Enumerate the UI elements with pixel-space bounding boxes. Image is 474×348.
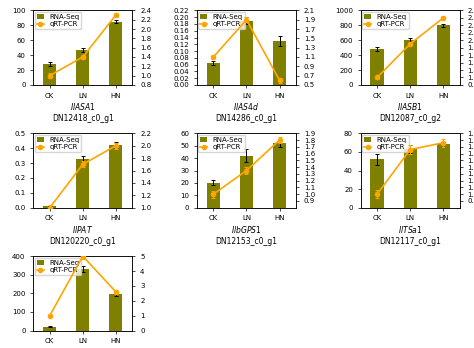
Bar — [207, 63, 220, 85]
Bar — [273, 143, 286, 208]
Bar — [273, 41, 286, 85]
Bar — [371, 49, 384, 85]
Bar — [109, 145, 122, 208]
X-axis label: $\it{IlASB1}$
DN12087_c0_g2: $\it{IlASB1}$ DN12087_c0_g2 — [379, 101, 441, 123]
Bar — [76, 50, 90, 85]
Legend: RNA-Seq, qRT-PCR: RNA-Seq, qRT-PCR — [35, 258, 82, 275]
Bar — [109, 294, 122, 331]
X-axis label: $\it{IlASA1}$
DN12418_c0_g1: $\it{IlASA1}$ DN12418_c0_g1 — [52, 101, 114, 123]
X-axis label: $\it{IlbGPS1}$
DN12153_c0_g1: $\it{IlbGPS1}$ DN12153_c0_g1 — [216, 224, 277, 246]
Bar — [403, 149, 417, 208]
Bar — [43, 64, 56, 85]
Bar — [43, 206, 56, 208]
Bar — [240, 156, 253, 208]
Bar — [76, 159, 90, 208]
X-axis label: $\it{IlPAT}$
DN120220_c0_g1: $\it{IlPAT}$ DN120220_c0_g1 — [49, 224, 116, 246]
Bar — [437, 144, 450, 208]
Bar — [371, 159, 384, 208]
Legend: RNA-Seq, qRT-PCR: RNA-Seq, qRT-PCR — [35, 135, 82, 152]
X-axis label: $\it{IlTSB1}$
DN15826_c0_g1: $\it{IlTSB1}$ DN15826_c0_g1 — [52, 347, 114, 348]
Legend: RNA-Seq, qRT-PCR: RNA-Seq, qRT-PCR — [35, 12, 82, 29]
Bar — [207, 183, 220, 208]
Bar — [437, 25, 450, 85]
Bar — [43, 326, 56, 331]
Legend: RNA-Seq, qRT-PCR: RNA-Seq, qRT-PCR — [362, 12, 409, 29]
Bar — [240, 21, 253, 85]
Bar — [76, 269, 90, 331]
Legend: RNA-Seq, qRT-PCR: RNA-Seq, qRT-PCR — [198, 12, 245, 29]
X-axis label: $\it{IlTSa1}$
DN12117_c0_g1: $\it{IlTSa1}$ DN12117_c0_g1 — [379, 224, 441, 246]
Bar — [109, 22, 122, 85]
Legend: RNA-Seq, qRT-PCR: RNA-Seq, qRT-PCR — [362, 135, 409, 152]
Legend: RNA-Seq, qRT-PCR: RNA-Seq, qRT-PCR — [198, 135, 245, 152]
X-axis label: $\it{IlAS4d}$
DN14286_c0_g1: $\it{IlAS4d}$ DN14286_c0_g1 — [216, 101, 277, 123]
Bar — [403, 40, 417, 85]
